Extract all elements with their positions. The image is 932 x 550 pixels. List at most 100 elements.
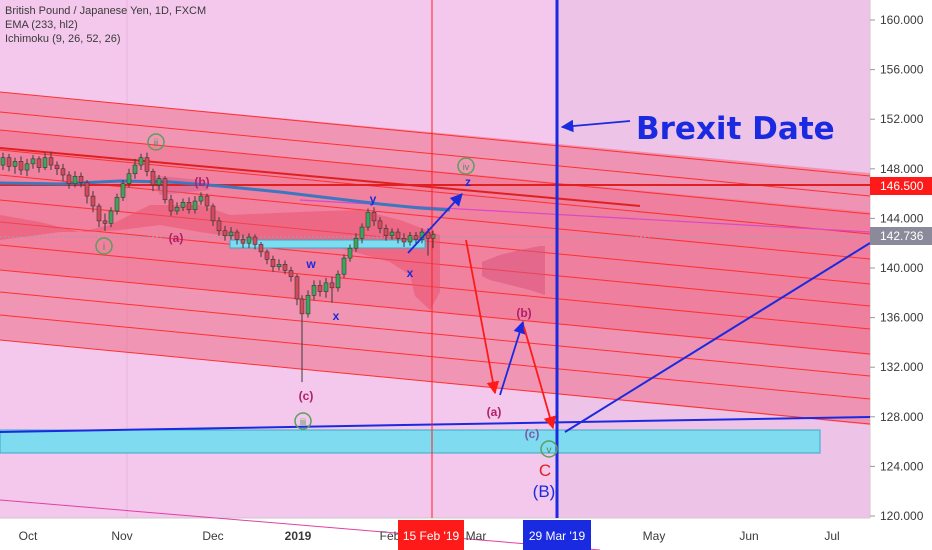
channel-line — [0, 269, 871, 355]
channel-line — [0, 111, 871, 197]
wave-label-x-low: x — [333, 309, 340, 323]
projection-arrow-b — [499, 320, 526, 396]
candle-body — [180, 202, 186, 208]
candle-body — [66, 174, 72, 184]
projection-arrow-a — [465, 239, 500, 395]
lower-trend-line — [0, 499, 601, 550]
candle-body — [156, 178, 162, 186]
candle-body — [192, 200, 198, 210]
projection-arrow-c — [523, 326, 556, 430]
price-tick-label: 156.000 — [880, 63, 924, 77]
candle-body — [114, 197, 120, 212]
candle-body — [305, 295, 311, 315]
time-tick-jul: Jul — [824, 529, 839, 543]
symbol-title: British Pound / Japanese Yen, 1D, FXCM — [5, 5, 207, 17]
candle-body — [234, 231, 240, 240]
svg-text:29 Mar '19: 29 Mar '19 — [529, 529, 586, 543]
channel-line — [0, 339, 871, 425]
time-tick-nov: Nov — [111, 529, 132, 543]
candle-body — [329, 282, 335, 289]
candle-body — [0, 157, 6, 166]
price-tick-label: 124.000 — [880, 459, 924, 473]
candle-body — [126, 173, 132, 184]
time-tick-jun: Jun — [739, 529, 758, 543]
candle-body — [359, 226, 365, 239]
wave-label-iii: iii — [294, 412, 312, 430]
candles — [0, 151, 436, 383]
svg-text:ii: ii — [154, 138, 158, 149]
svg-text:15 Feb '19: 15 Feb '19 — [403, 529, 460, 543]
ema-line — [0, 179, 451, 212]
candle-body — [222, 230, 228, 237]
candle-body — [96, 205, 102, 222]
price-tick-label: 152.000 — [880, 112, 924, 126]
candle-body — [246, 236, 252, 244]
candle-body — [353, 237, 359, 249]
chart-legend: British Pound / Japanese Yen, 1D, FXCM E… — [5, 4, 206, 46]
time-tick-2019: 2019 — [285, 529, 312, 543]
svg-text:iii: iii — [300, 417, 306, 427]
wave-label-b-projection: (b) — [516, 306, 531, 320]
candle-body — [276, 264, 282, 268]
price-tick-label: 128.000 — [880, 410, 924, 424]
wave-label-c-low: (c) — [299, 389, 314, 403]
ichimoku-indicator-label: Ichimoku (9, 26, 52, 26) — [5, 33, 121, 45]
svg-text:i: i — [103, 242, 105, 253]
consolidation-zone — [229, 239, 426, 249]
projection-arrow-z — [407, 193, 463, 254]
candle-body — [60, 168, 66, 176]
candle-body — [240, 239, 246, 244]
candle-body — [294, 276, 300, 300]
candle-body — [150, 171, 156, 186]
ema-indicator-label: EMA (233, hl2) — [5, 19, 78, 31]
price-tag-resistance: 146.500 — [870, 177, 932, 195]
candle-body — [18, 161, 24, 171]
candle-body — [365, 211, 371, 228]
candle-body — [138, 157, 144, 166]
candle-body — [30, 158, 36, 165]
long-term-support-line — [0, 416, 871, 433]
candle-body — [377, 220, 383, 229]
candle-body — [430, 234, 436, 239]
svg-text:iv: iv — [463, 162, 470, 172]
price-tick-label: 140.000 — [880, 261, 924, 275]
candle-body — [24, 163, 30, 171]
candle-body — [72, 175, 78, 184]
candle-body — [90, 195, 96, 207]
candle-body — [36, 158, 42, 168]
candle-body — [162, 178, 168, 201]
channel-line — [0, 174, 871, 260]
svg-text:v: v — [547, 445, 552, 456]
time-axis-ticks: Oct Nov Dec 2019 Feb Mar May Jun Jul — [19, 529, 840, 543]
candle-body — [54, 164, 60, 170]
candle-body — [48, 157, 54, 166]
candle-body — [383, 228, 389, 237]
candle-body — [299, 298, 305, 315]
candle-body — [389, 231, 395, 237]
downtrend-line — [0, 147, 641, 207]
candle-body — [174, 206, 180, 212]
candle-body — [347, 247, 353, 259]
candle-body — [168, 199, 174, 212]
candle-body — [252, 236, 258, 245]
time-tag-mar29: 29 Mar '19 — [523, 520, 591, 550]
candle-body — [186, 202, 192, 210]
candle-body — [282, 264, 288, 271]
candle-body — [288, 270, 294, 277]
price-axis-ticks: 160.000 156.000 152.000 148.000 144.000 140.0… — [870, 13, 924, 523]
price-tick-label: 120.000 — [880, 509, 924, 523]
channel-line — [0, 291, 871, 377]
candle-body — [108, 210, 114, 224]
candle-body — [210, 205, 216, 222]
candle-body — [216, 220, 222, 232]
candle-body — [120, 183, 126, 198]
svg-text:142.736: 142.736 — [880, 229, 924, 243]
time-tag-feb15: 15 Feb '19 — [398, 520, 464, 550]
wave-label-B: (B) — [533, 482, 556, 501]
time-tick-oct: Oct — [19, 529, 38, 543]
price-tag-last: 142.736 — [870, 227, 932, 245]
candle-body — [228, 231, 234, 237]
candle-body — [42, 157, 48, 168]
time-tick-dec: Dec — [202, 529, 223, 543]
